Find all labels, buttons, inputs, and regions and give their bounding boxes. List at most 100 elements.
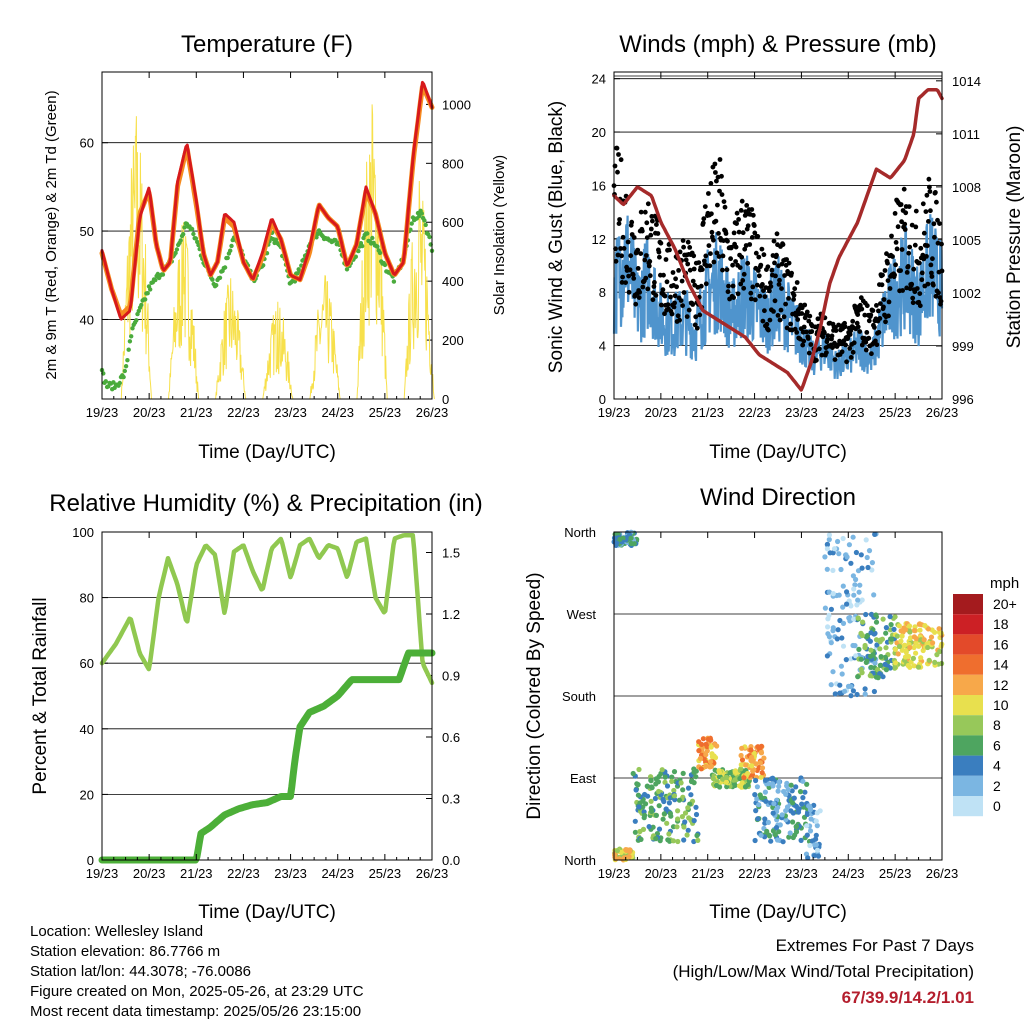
gust-point [751, 223, 757, 229]
dewpoint-point [314, 235, 319, 240]
gust-point [938, 298, 944, 304]
direction-point [685, 785, 692, 791]
direction-point [882, 654, 888, 661]
rh-y2tick-label: 1.5 [442, 546, 460, 561]
direction-point [824, 546, 831, 552]
wind-ytick-label: 8 [599, 285, 606, 300]
direction-point [848, 693, 854, 699]
gust-point [916, 260, 922, 266]
direction-point [840, 535, 846, 542]
direction-point [840, 643, 847, 649]
gust-point [687, 267, 693, 273]
direction-point [855, 674, 861, 680]
gust-point [754, 282, 760, 288]
gust-point [669, 311, 675, 317]
direction-point [828, 682, 834, 688]
station-info: Location: Wellesley Island Station eleva… [30, 922, 364, 1022]
direction-point [872, 660, 878, 666]
direction-point [877, 646, 883, 652]
dir-xtick-label: 24/23 [832, 866, 865, 881]
gust-point [894, 246, 900, 252]
direction-point [911, 634, 918, 640]
direction-point [844, 601, 850, 607]
solar-insolation-line [356, 104, 388, 400]
direction-point [676, 797, 683, 803]
direction-point [832, 691, 838, 697]
gust-point [706, 191, 711, 196]
direction-point [627, 848, 633, 855]
wind-xtick-label: 23/23 [785, 405, 818, 420]
direction-point [916, 621, 922, 627]
direction-point [894, 633, 901, 639]
direction-point [907, 645, 913, 651]
dewpoint-point [117, 380, 123, 386]
dewpoint-point [191, 231, 196, 237]
gust-point [640, 284, 646, 290]
temp-y2tick-label: 0 [442, 392, 449, 407]
direction-point [700, 736, 707, 742]
gust-point [919, 277, 925, 283]
extremes-box: Extremes For Past 7 Days (High/Low/Max W… [673, 933, 974, 1011]
colorbar-swatch [953, 755, 983, 776]
temp-xtick-label: 23/23 [274, 405, 307, 420]
colorbar-swatch [953, 594, 983, 615]
direction-point [856, 589, 862, 595]
gust-point [755, 234, 761, 239]
direction-point [907, 629, 913, 635]
gust-point [928, 208, 933, 214]
solar-insolation-line [168, 222, 200, 400]
direction-point [642, 812, 648, 819]
direction-point [724, 784, 730, 790]
colorbar-swatch [953, 695, 983, 716]
direction-point [891, 626, 897, 633]
dir-xtick-label: 25/23 [879, 866, 912, 881]
direction-point [646, 824, 652, 830]
dewpoint-point [353, 254, 358, 259]
direction-point [864, 554, 870, 561]
direction-point [765, 819, 772, 826]
gust-point [658, 240, 664, 246]
gust-point [791, 297, 796, 302]
direction-point [662, 779, 668, 785]
rh-ytick-label: 20 [80, 787, 94, 802]
direction-point [925, 626, 932, 632]
rh-xtick-label: 19/23 [86, 866, 119, 881]
gust-point [892, 211, 898, 216]
direction-point [830, 669, 836, 675]
gust-point [795, 317, 801, 322]
direction-point [871, 592, 877, 598]
dir-ytick-label: South [562, 689, 596, 704]
direction-point [672, 797, 678, 803]
gust-point [744, 203, 750, 208]
gust-point [898, 202, 904, 207]
gust-point [685, 261, 691, 267]
direction-point [811, 802, 817, 809]
wind-y2tick-label: 1014 [952, 74, 981, 89]
dewpoint-point [178, 238, 183, 243]
temp-ytick-label: 60 [80, 136, 94, 151]
gust-point [620, 234, 626, 240]
gust-point [882, 268, 888, 273]
gust-point [898, 268, 903, 273]
direction-point [738, 766, 744, 772]
gust-point [614, 145, 620, 151]
gust-point [857, 329, 863, 334]
direction-point [777, 822, 783, 828]
direction-point [878, 654, 884, 660]
gust-point [866, 335, 872, 341]
gust-point [817, 346, 822, 352]
dewpoint-point [121, 374, 126, 380]
direction-point [779, 812, 785, 818]
direction-point [855, 568, 862, 574]
gust-point [929, 274, 935, 279]
gust-point [620, 274, 625, 280]
temp-ytick-label: 40 [80, 312, 94, 327]
gust-point [809, 329, 815, 334]
direction-point [883, 645, 889, 651]
rh-ytick-label: 80 [80, 591, 94, 606]
gust-point [752, 297, 758, 303]
direction-point [636, 766, 642, 773]
direction-point [869, 567, 875, 573]
gust-point [637, 289, 643, 295]
direction-point [880, 674, 886, 680]
